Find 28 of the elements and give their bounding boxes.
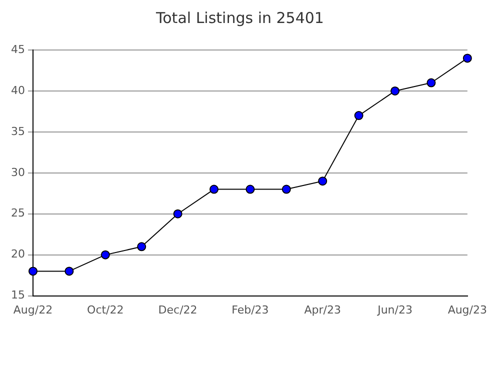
point xyxy=(100,250,110,260)
point xyxy=(318,176,328,186)
point xyxy=(137,242,146,252)
x-tick-label: Apr/23 xyxy=(304,303,341,316)
point xyxy=(210,184,218,194)
x-tick-label: Aug/23 xyxy=(448,303,488,316)
chart-title: Total Listings in 25401 xyxy=(155,8,324,27)
x-tick-label: Feb/23 xyxy=(232,303,269,316)
point xyxy=(282,184,291,194)
point xyxy=(64,266,74,276)
y-tick-label: 20 xyxy=(10,248,25,261)
x-tick-label: Dec/22 xyxy=(158,303,198,316)
y-tick-label: 30 xyxy=(10,166,25,179)
y-tick-label: 40 xyxy=(10,84,25,97)
x-tick-label: Jun/23 xyxy=(376,303,412,316)
point xyxy=(426,78,436,88)
y-tick-label: 25 xyxy=(10,206,25,220)
point xyxy=(462,54,472,63)
point xyxy=(354,111,364,120)
point xyxy=(28,266,38,276)
point xyxy=(246,184,255,194)
y-tick-label: 35 xyxy=(10,124,25,138)
x-tick-label: Aug/22 xyxy=(13,303,53,316)
point xyxy=(390,86,400,96)
point xyxy=(173,209,182,218)
y-tick-label: 15 xyxy=(10,288,25,302)
y-tick-label: 45 xyxy=(10,42,25,56)
x-tick-label: Oct/22 xyxy=(87,303,124,316)
